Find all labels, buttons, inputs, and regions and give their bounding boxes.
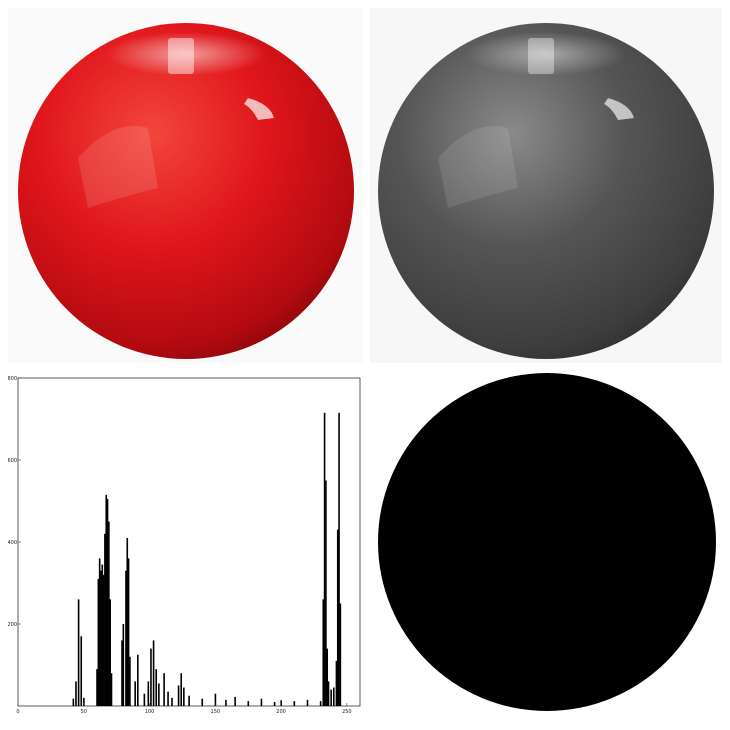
histogram-bar <box>214 693 217 706</box>
histogram-bar <box>177 685 180 706</box>
y-axis-ticks: 200 400 600 800 <box>8 376 21 628</box>
histogram-bar <box>247 701 250 706</box>
red-ball-highlight <box>106 32 266 76</box>
histogram-bar <box>155 669 158 706</box>
histogram-chart: 0 50 100 150 200 250 200 400 600 800 <box>8 370 363 722</box>
histogram-bar <box>234 696 236 706</box>
gray-ball-glint <box>604 98 634 120</box>
histogram-bar <box>122 624 125 706</box>
histogram-bar <box>129 656 131 706</box>
histogram-bar <box>77 599 80 706</box>
histogram-bar <box>188 695 190 706</box>
red-ball-reflection <box>78 126 158 208</box>
histogram-bar <box>100 570 102 706</box>
histogram-bar <box>96 669 98 706</box>
histogram-bar <box>260 698 263 706</box>
histogram-bar <box>126 537 129 706</box>
histogram-bar <box>125 570 127 706</box>
histogram-bar <box>327 681 330 706</box>
x-tick-label: 100 <box>145 709 155 715</box>
histogram-bar <box>152 640 155 706</box>
histogram-bar <box>97 578 100 706</box>
x-tick-label: 200 <box>276 709 286 715</box>
plot-frame <box>17 377 361 707</box>
histogram-bar <box>150 648 152 706</box>
histogram-bar <box>83 697 85 706</box>
red-ball-svg <box>18 23 354 359</box>
y-tick-label: 200 <box>8 622 17 628</box>
histogram-bar <box>75 681 77 706</box>
gray-ball-svg <box>378 23 714 359</box>
y-tick-label: 800 <box>8 376 17 382</box>
y-tick-label: 400 <box>8 540 17 546</box>
histogram-bar <box>106 498 109 706</box>
histogram-bar <box>121 640 123 706</box>
histogram-bar <box>323 412 326 706</box>
histogram-bar <box>183 687 185 706</box>
histogram-bar <box>143 693 146 706</box>
x-axis-ticks: 0 50 100 150 200 250 <box>16 703 352 715</box>
binary-mask-image <box>370 370 722 722</box>
histogram-bar <box>339 603 342 706</box>
histogram-bars <box>72 412 342 706</box>
histogram-bar <box>109 599 111 706</box>
histogram-bar <box>225 699 227 706</box>
histogram-bar <box>306 699 309 706</box>
x-tick-label: 150 <box>211 709 221 715</box>
y-tick-label: 600 <box>8 458 17 464</box>
black-disc <box>378 373 716 711</box>
histogram-svg: 0 50 100 150 200 250 200 400 600 800 <box>8 376 361 715</box>
histogram-bar <box>326 648 329 706</box>
histogram-bar <box>319 701 322 706</box>
x-tick-label: 250 <box>342 709 352 715</box>
histogram-bar <box>134 681 136 706</box>
grayscale-ball-image <box>370 8 722 363</box>
gray-ball-reflection <box>438 126 518 208</box>
color-ball-image <box>8 8 363 363</box>
histogram-bar <box>98 558 101 706</box>
histogram-bar <box>167 691 169 706</box>
histogram-bar <box>147 681 150 706</box>
histogram-bar <box>127 558 130 706</box>
histogram-bar <box>180 673 183 706</box>
histogram-bar <box>80 636 83 706</box>
histogram-bar <box>137 654 139 706</box>
gray-ball-highlight <box>466 32 626 76</box>
x-tick-label: 0 <box>16 709 19 715</box>
histogram-bar <box>105 494 108 706</box>
red-ball-glint <box>244 98 274 120</box>
histogram-bar <box>322 599 325 706</box>
histogram-bar <box>336 529 339 706</box>
histogram-bar <box>273 701 276 706</box>
histogram-bar <box>335 660 338 706</box>
histogram-bar <box>338 412 340 706</box>
x-tick-label: 50 <box>81 709 87 715</box>
histogram-bar <box>101 564 104 706</box>
histogram-bar <box>72 698 75 706</box>
histogram-bar <box>163 673 165 706</box>
histogram-bar <box>330 689 332 706</box>
histogram-bar <box>108 521 110 706</box>
histogram-bar <box>102 574 105 706</box>
histogram-bar <box>325 480 327 706</box>
red-ball <box>18 23 354 359</box>
histogram-bar <box>158 683 160 706</box>
histogram-bar <box>104 533 106 706</box>
black-disc-svg <box>378 373 716 711</box>
histogram-bar <box>171 697 173 706</box>
histogram-bar <box>201 698 204 706</box>
histogram-bar <box>110 673 113 706</box>
histogram-bar <box>293 701 296 706</box>
histogram-bar <box>332 687 335 706</box>
gray-ball <box>378 23 714 359</box>
